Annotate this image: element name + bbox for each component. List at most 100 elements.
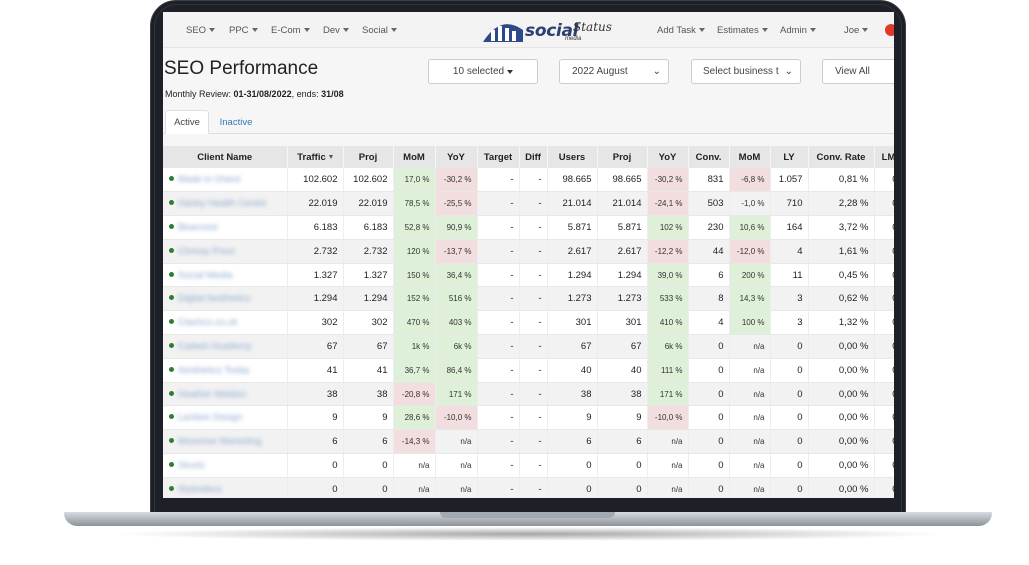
cell-mom2: n/a bbox=[729, 382, 771, 407]
cell-proj: 6.183 bbox=[343, 215, 394, 240]
client-name-cell: Social Media bbox=[163, 263, 288, 288]
table-row[interactable]: Moonrise Marketing 6 6 -14,3 % n/a - -6 6 n/a 0 n/… bbox=[163, 429, 894, 455]
nav-estimates[interactable]: Estimates bbox=[717, 25, 768, 36]
nav-admin[interactable]: Admin bbox=[780, 25, 816, 36]
col-ly[interactable]: LY bbox=[770, 146, 809, 168]
chevron-down-icon: ⌄ bbox=[784, 66, 793, 77]
table-row[interactable]: Chrissy Prest 2.732 2.732 120 % -13,7 % - -2.6… bbox=[163, 239, 894, 264]
cell-yoy: 403 % bbox=[435, 310, 478, 336]
seo-performance-table: Client Name Traffic Proj MoM YoY Target … bbox=[163, 146, 894, 498]
cell-lm: 0 bbox=[874, 382, 894, 407]
cell-users: 301 bbox=[547, 310, 598, 336]
nav-dev[interactable]: Dev bbox=[323, 25, 349, 36]
col-diff[interactable]: Diff bbox=[519, 146, 548, 168]
col-users-yoy[interactable]: YoY bbox=[647, 146, 689, 168]
nav-ppc[interactable]: PPC bbox=[229, 25, 258, 36]
client-name-cell: Stylestbus bbox=[163, 477, 288, 498]
col-yoy[interactable]: YoY bbox=[435, 146, 478, 168]
client-multiselect[interactable]: 10 selected bbox=[428, 59, 538, 84]
notification-badge[interactable] bbox=[885, 24, 894, 36]
nav-social[interactable]: Social bbox=[362, 25, 397, 36]
cell-conv: 0 bbox=[688, 405, 730, 431]
cell-proj2: 6 bbox=[597, 429, 648, 455]
col-users[interactable]: Users bbox=[547, 146, 598, 168]
client-link[interactable]: Heather Waldon bbox=[178, 388, 247, 400]
month-select[interactable]: 2022 August ⌄ bbox=[559, 59, 669, 84]
col-conv-rate[interactable]: Conv. Rate bbox=[808, 146, 875, 168]
table-row[interactable]: Heather Waldon 38 38 -20,8 % 171 % - -38 38 171 … bbox=[163, 382, 894, 407]
cell-rate: 0,00 % bbox=[808, 453, 875, 478]
nav-user-menu[interactable]: Joe bbox=[844, 25, 869, 36]
client-link[interactable]: Stylestbus bbox=[178, 483, 222, 495]
cell-users: 1.294 bbox=[547, 263, 598, 288]
table-row[interactable]: Made in Ghent 102.602 102.602 17,0 % -30,2 %… bbox=[163, 168, 894, 193]
table-row[interactable]: Harley Health Centre 22.019 22.019 78,5 % -2… bbox=[163, 191, 894, 217]
status-dot-icon bbox=[169, 366, 174, 372]
view-all-button[interactable]: View All bbox=[822, 59, 894, 84]
cell-users: 0 bbox=[547, 453, 598, 478]
cell-mom2: n/a bbox=[729, 453, 771, 478]
col-traffic[interactable]: Traffic bbox=[287, 146, 344, 168]
cell-yoy2: 533 % bbox=[647, 286, 689, 312]
multiselect-label: 10 selected bbox=[452, 66, 505, 77]
cell-ly: 0 bbox=[770, 382, 809, 407]
client-link[interactable]: Social Media bbox=[178, 269, 233, 281]
cell-proj: 302 bbox=[343, 310, 394, 336]
col-conv-mom[interactable]: MoM bbox=[729, 146, 771, 168]
cell-conv: 44 bbox=[688, 239, 730, 264]
status-dot-icon bbox=[169, 247, 174, 253]
table-row[interactable]: Aesthetics Today 41 41 36,7 % 86,4 % - -40 40 11… bbox=[163, 358, 894, 383]
cell-ly: 1.057 bbox=[770, 168, 809, 193]
nav-add-task[interactable]: Add Task bbox=[657, 25, 705, 36]
col-proj[interactable]: Proj bbox=[343, 146, 394, 168]
client-link[interactable]: Skurtz bbox=[178, 459, 205, 471]
social-status-logo[interactable]: social Status media bbox=[481, 14, 631, 46]
cell-target: - bbox=[477, 429, 520, 455]
client-name-cell: Heather Waldon bbox=[163, 382, 288, 407]
client-link[interactable]: Moonrise Marketing bbox=[178, 436, 262, 448]
cell-mom: 152 % bbox=[393, 286, 436, 312]
col-target[interactable]: Target bbox=[477, 146, 520, 168]
client-link[interactable]: Bluecrest bbox=[178, 221, 218, 233]
client-link[interactable]: Lanfare Design bbox=[178, 412, 243, 424]
table-row[interactable]: Cadwin Academy 67 67 1k % 6k % - -67 67 6k % 0 n/a… bbox=[163, 334, 894, 359]
nav-seo[interactable]: SEO bbox=[186, 25, 216, 36]
cell-traffic: 67 bbox=[287, 334, 344, 359]
nav-social-label: Social bbox=[362, 25, 388, 36]
client-link[interactable]: Cadwin Academy bbox=[178, 340, 252, 352]
col-mom[interactable]: MoM bbox=[393, 146, 436, 168]
cell-proj2: 0 bbox=[597, 477, 648, 498]
cell-diff: - bbox=[519, 453, 548, 478]
table-row[interactable]: Digital Aesthetics 1.294 1.294 152 % 516 % - -… bbox=[163, 286, 894, 312]
tab-inactive[interactable]: Inactive bbox=[219, 116, 253, 128]
cell-yoy: n/a bbox=[435, 429, 478, 455]
client-link[interactable]: Aesthetics Today bbox=[178, 364, 250, 376]
col-conv[interactable]: Conv. bbox=[688, 146, 730, 168]
table-row[interactable]: Clashco.co.uk 302 302 470 % 403 % - -301 301 410… bbox=[163, 310, 894, 336]
col-lm[interactable]: LM bbox=[874, 146, 894, 168]
tab-active[interactable]: Active bbox=[165, 110, 209, 134]
client-link[interactable]: Clashco.co.uk bbox=[178, 317, 238, 329]
nav-ecom[interactable]: E-Com bbox=[271, 25, 310, 36]
col-client-name[interactable]: Client Name bbox=[163, 146, 288, 168]
table-row[interactable]: Lanfare Design 9 9 28,6 % -10,0 % - -9 9 -10,0 %… bbox=[163, 405, 894, 431]
client-link[interactable]: Harley Health Centre bbox=[178, 198, 267, 210]
client-link[interactable]: Digital Aesthetics bbox=[178, 293, 251, 305]
cell-conv: 0 bbox=[688, 453, 730, 478]
cell-rate: 0,00 % bbox=[808, 405, 875, 431]
business-select[interactable]: Select business t ⌄ bbox=[691, 59, 801, 84]
cell-conv: 0 bbox=[688, 382, 730, 407]
cell-diff: - bbox=[519, 286, 548, 312]
cell-yoy2: 6k % bbox=[647, 334, 689, 359]
client-link[interactable]: Chrissy Prest bbox=[178, 245, 235, 257]
table-row[interactable]: Social Media 1.327 1.327 150 % 36,4 % - -1.294… bbox=[163, 263, 894, 288]
cell-traffic: 41 bbox=[287, 358, 344, 383]
col-users-proj[interactable]: Proj bbox=[597, 146, 648, 168]
client-link[interactable]: Made in Ghent bbox=[178, 174, 241, 186]
status-dot-icon bbox=[169, 319, 174, 325]
table-row[interactable]: Bluecrest 6.183 6.183 52,8 % 90,9 % - -5.871 5.… bbox=[163, 215, 894, 240]
cell-users: 9 bbox=[547, 405, 598, 431]
